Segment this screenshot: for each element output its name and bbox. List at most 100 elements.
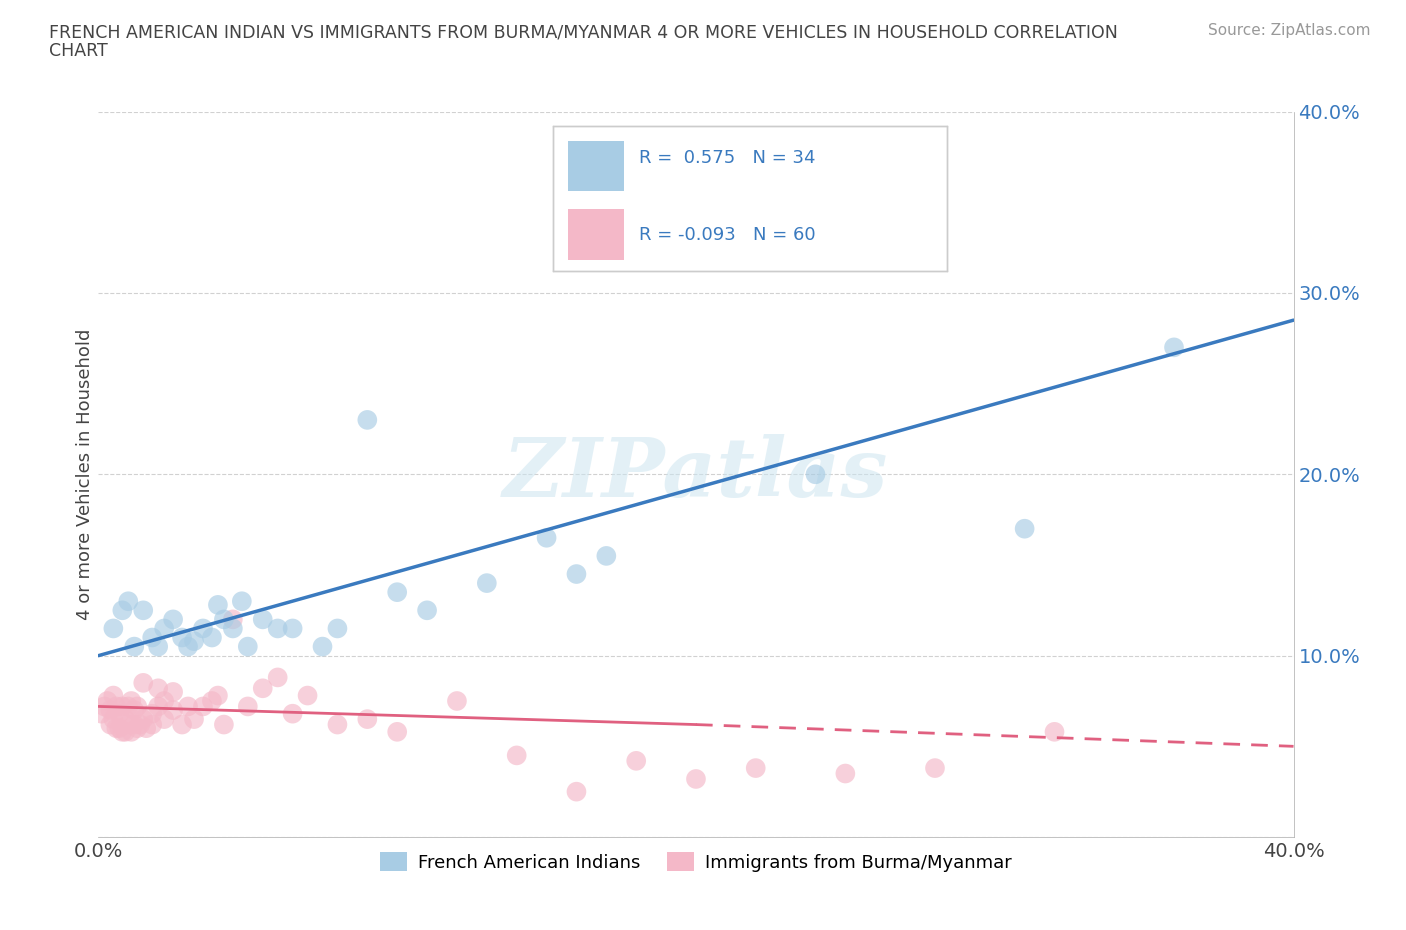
Point	[626, 753, 648, 768]
Point	[120, 694, 142, 709]
Point	[103, 711, 125, 726]
Point	[129, 717, 152, 732]
Point	[103, 688, 125, 703]
Point	[162, 612, 184, 627]
Point	[141, 706, 163, 721]
Point	[183, 633, 205, 648]
Point	[212, 612, 235, 627]
Point	[127, 699, 149, 714]
Point	[117, 699, 139, 714]
Point	[153, 694, 176, 709]
Point	[148, 639, 170, 654]
Point	[207, 597, 229, 612]
Point	[108, 721, 131, 736]
Point	[96, 694, 118, 709]
Point	[90, 706, 112, 721]
Point	[924, 761, 946, 776]
Point	[565, 784, 588, 799]
Point	[804, 467, 827, 482]
Point	[745, 761, 768, 776]
Text: Source: ZipAtlas.com: Source: ZipAtlas.com	[1208, 23, 1371, 38]
Text: FRENCH AMERICAN INDIAN VS IMMIGRANTS FROM BURMA/MYANMAR 4 OR MORE VEHICLES IN HO: FRENCH AMERICAN INDIAN VS IMMIGRANTS FRO…	[49, 23, 1118, 41]
Point	[172, 631, 194, 645]
Point	[191, 699, 214, 714]
Point	[93, 699, 115, 714]
Point	[148, 681, 170, 696]
Point	[124, 639, 146, 654]
Point	[506, 748, 529, 763]
Point	[326, 717, 349, 732]
Point	[297, 688, 319, 703]
Point	[834, 766, 856, 781]
Point	[191, 621, 214, 636]
Point	[162, 684, 184, 699]
Point	[236, 639, 259, 654]
Point	[172, 717, 194, 732]
Point	[281, 706, 304, 721]
Point	[98, 703, 122, 718]
Y-axis label: 4 or more Vehicles in Household: 4 or more Vehicles in Household	[76, 328, 94, 620]
Point	[252, 681, 274, 696]
Point	[105, 699, 128, 714]
Point	[177, 639, 200, 654]
Point	[148, 699, 170, 714]
Point	[236, 699, 259, 714]
Point	[281, 621, 304, 636]
Point	[222, 612, 245, 627]
Point	[114, 724, 136, 739]
Point	[98, 717, 122, 732]
Point	[132, 711, 155, 726]
Point	[311, 639, 333, 654]
Point	[267, 670, 290, 684]
Point	[565, 566, 588, 581]
Point	[105, 721, 128, 736]
Text: CHART: CHART	[49, 42, 108, 60]
Point	[111, 699, 134, 714]
Point	[183, 711, 205, 726]
Point	[326, 621, 349, 636]
Point	[124, 717, 146, 732]
Point	[114, 711, 136, 726]
Point	[141, 717, 163, 732]
Point	[212, 717, 235, 732]
Point	[111, 603, 134, 618]
Point	[685, 772, 707, 787]
Point	[120, 724, 142, 739]
Point	[111, 724, 134, 739]
Point	[1043, 724, 1066, 739]
Point	[132, 603, 155, 618]
Point	[416, 603, 439, 618]
Point	[356, 413, 378, 428]
Point	[1163, 340, 1185, 355]
Point	[177, 699, 200, 714]
Point	[201, 631, 224, 645]
Point	[385, 585, 409, 600]
Point	[132, 675, 155, 690]
Point	[385, 724, 409, 739]
Point	[103, 621, 125, 636]
Point	[267, 621, 290, 636]
Point	[201, 694, 224, 709]
Point	[207, 688, 229, 703]
Point	[536, 530, 558, 545]
Point	[595, 549, 617, 564]
Point	[124, 703, 146, 718]
Point	[153, 711, 176, 726]
Legend: French American Indians, Immigrants from Burma/Myanmar: French American Indians, Immigrants from…	[373, 845, 1019, 879]
Point	[222, 621, 245, 636]
Point	[117, 594, 139, 609]
Point	[108, 706, 131, 721]
Point	[135, 721, 157, 736]
Point	[153, 621, 176, 636]
Point	[117, 717, 139, 732]
Point	[446, 694, 468, 709]
Point	[475, 576, 498, 591]
Point	[162, 703, 184, 718]
Point	[127, 721, 149, 736]
Text: ZIPatlas: ZIPatlas	[503, 434, 889, 514]
Point	[141, 631, 163, 645]
Point	[356, 711, 378, 726]
Point	[252, 612, 274, 627]
Point	[1014, 521, 1036, 536]
Point	[231, 594, 253, 609]
